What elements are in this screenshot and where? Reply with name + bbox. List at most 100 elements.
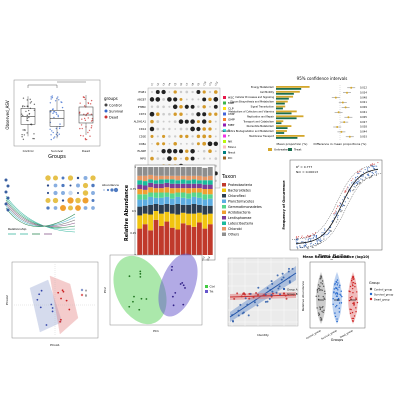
pca-legend-swatch xyxy=(205,290,208,293)
stack-segment xyxy=(207,213,213,225)
dot-mark xyxy=(162,142,166,146)
neutral-point xyxy=(331,221,333,223)
dot-legend-swatch xyxy=(223,140,226,143)
neutral-point xyxy=(375,170,377,172)
forest-point xyxy=(348,135,351,138)
box-point xyxy=(55,111,57,114)
forest-pvalue: 0.041 xyxy=(360,111,367,114)
dot-mark xyxy=(173,156,177,161)
violin-point xyxy=(349,308,351,310)
reg-point-a xyxy=(268,297,271,300)
box-point xyxy=(23,134,26,136)
box-point xyxy=(89,135,91,137)
forest-title: 95% confidence intervals xyxy=(297,76,348,81)
neutral-point xyxy=(339,203,341,205)
pca-point xyxy=(182,303,185,306)
box-point xyxy=(22,105,24,107)
forest-point xyxy=(344,106,347,109)
violin-point xyxy=(354,282,356,285)
stack-segment xyxy=(202,205,208,215)
violin-point xyxy=(320,319,322,321)
neutral-point xyxy=(304,245,306,247)
dot-mark xyxy=(197,98,200,101)
box-point xyxy=(84,98,86,101)
reg-point-a xyxy=(288,276,291,279)
violin-point xyxy=(321,310,323,313)
dot-mark xyxy=(202,127,206,131)
net-node xyxy=(91,206,95,210)
dot-mark xyxy=(202,119,207,124)
stack-legend-swatch xyxy=(222,199,226,203)
violin-point xyxy=(320,317,322,319)
net-source-node xyxy=(6,208,10,212)
neutral-point xyxy=(352,178,354,180)
violin-point xyxy=(320,277,322,280)
stack-segment xyxy=(186,167,191,176)
pcoa-point xyxy=(59,320,62,323)
violin-point xyxy=(332,298,334,300)
box-point xyxy=(50,134,52,136)
stack-segment xyxy=(202,214,208,229)
dot-legend-swatch xyxy=(223,145,226,149)
dot-mark xyxy=(179,134,183,139)
forest-bar xyxy=(276,100,288,103)
neutral-point xyxy=(368,177,370,179)
dot-mark xyxy=(180,142,182,145)
violin-point xyxy=(338,286,340,288)
dot-mark xyxy=(173,149,178,154)
box-significance-bracket xyxy=(27,81,86,88)
violin-ylabel: Relative Abundance xyxy=(301,281,305,311)
dot-legend-label: MPP xyxy=(228,101,234,105)
dot-mark xyxy=(149,111,155,117)
neutral-point xyxy=(367,167,369,169)
neutral-point xyxy=(312,236,314,238)
dot-mark xyxy=(149,126,155,132)
neutral-point xyxy=(301,241,303,243)
neutral-point xyxy=(305,243,307,245)
stack-segment xyxy=(202,167,208,177)
net-node xyxy=(76,176,80,180)
dot-mark xyxy=(173,97,178,102)
dot-mark xyxy=(150,156,154,161)
dot-mark xyxy=(150,105,154,109)
dot-mark xyxy=(190,156,195,161)
dot-legend-label: NK xyxy=(228,140,233,144)
stack-segment xyxy=(153,180,159,184)
reg-point-b xyxy=(284,294,287,297)
box-point xyxy=(29,98,31,101)
dot-row-label: CD74 xyxy=(139,112,146,116)
dot-mark xyxy=(161,149,166,154)
dot-row-label: CD14 xyxy=(139,127,146,131)
violin-point xyxy=(322,285,325,287)
stack-segment xyxy=(164,175,170,180)
stack-segment xyxy=(207,167,213,176)
dot-mark xyxy=(156,157,160,160)
box-point xyxy=(57,114,59,117)
stack-ylabel: Relative Abundance xyxy=(124,184,130,241)
net-legend-size xyxy=(103,189,105,191)
forest-bar xyxy=(276,132,285,134)
dot-mark xyxy=(208,105,212,108)
neutral-point xyxy=(307,239,309,241)
box-point xyxy=(84,119,87,122)
dot-mark xyxy=(173,142,177,146)
box-legend-swatch xyxy=(104,109,108,113)
neutral-point xyxy=(319,239,321,241)
neutral-point xyxy=(357,171,359,173)
neutral-point xyxy=(361,178,363,180)
neutral-point xyxy=(373,165,375,167)
net-node xyxy=(82,190,89,196)
dot-mark xyxy=(190,119,195,124)
neutral-point xyxy=(374,171,376,173)
box-point xyxy=(21,133,23,136)
box-xtick-2: Dead xyxy=(82,149,90,153)
box-point xyxy=(81,127,83,130)
forest-point xyxy=(341,101,344,104)
box-point xyxy=(83,105,86,107)
reg-point-b xyxy=(271,292,274,295)
neutral-fit-line xyxy=(295,168,379,244)
violin-xtick: Control_group xyxy=(305,329,321,340)
neutral-point xyxy=(335,211,337,213)
dot-row-label: ITGB1 xyxy=(138,90,146,94)
dot-mark xyxy=(202,134,207,139)
